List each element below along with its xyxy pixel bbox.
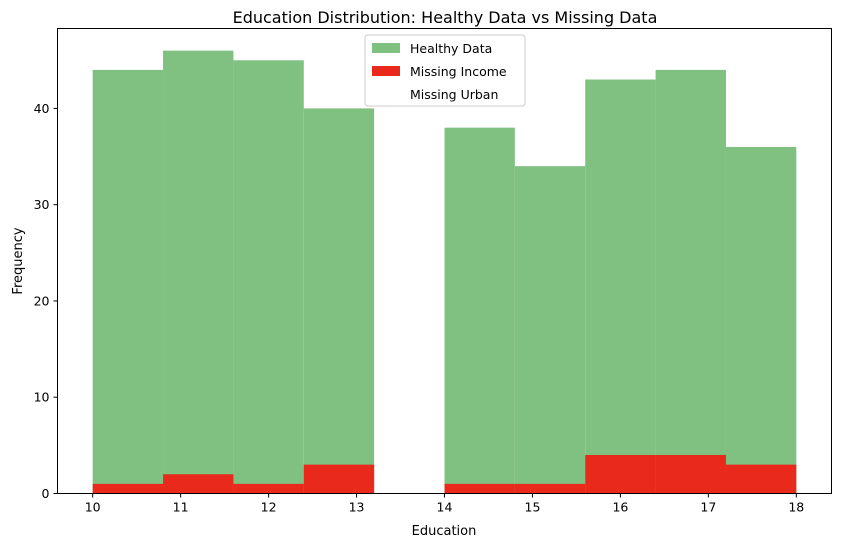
chart-title: Education Distribution: Healthy Data vs … (233, 8, 658, 27)
legend-swatch-missing-income (372, 66, 400, 76)
y-tick-label: 10 (34, 390, 50, 405)
bar-series0-bin0 (92, 69, 164, 494)
bars-layer (92, 50, 797, 494)
bar-series0-bin6 (514, 166, 586, 494)
x-tick-label: 14 (437, 500, 453, 515)
bar-series0-bin3 (303, 108, 375, 494)
bar-series1-bin0 (92, 483, 164, 494)
bar-series0-bin8 (655, 69, 726, 494)
bar-series0-bin7 (585, 79, 656, 494)
x-tick-label: 18 (788, 500, 804, 515)
x-tick-label: 10 (85, 500, 101, 515)
x-tick-label: 15 (525, 500, 541, 515)
bar-series1-bin9 (725, 464, 797, 494)
bar-series1-bin5 (444, 483, 515, 494)
y-tick-label: 20 (34, 293, 50, 308)
x-axis-label: Education (412, 524, 477, 539)
bar-series1-bin6 (514, 483, 586, 494)
bar-series0-bin9 (725, 146, 797, 494)
legend-box (364, 34, 526, 107)
bar-series0-bin5 (444, 127, 515, 494)
x-tick-label: 16 (612, 500, 628, 515)
bar-series0-bin2 (233, 60, 304, 494)
y-tick-label: 40 (34, 101, 50, 116)
legend-label-missing-income: Missing Income (410, 64, 507, 79)
bar-series1-bin1 (163, 474, 234, 494)
legend-swatch-missing-urban (372, 89, 400, 99)
y-axis-ticks: 0 10 20 30 40 (34, 101, 58, 501)
x-tick-label: 11 (173, 500, 189, 515)
bar-series1-bin3 (303, 464, 375, 494)
y-axis-label: Frequency (11, 227, 26, 294)
legend: Healthy Data Missing Income Missing Urba… (364, 34, 526, 107)
bar-series1-bin7 (585, 454, 656, 494)
bar-series1-bin8 (655, 454, 726, 494)
legend-swatch-healthy (372, 43, 400, 53)
x-tick-label: 17 (700, 500, 716, 515)
bar-series1-bin2 (233, 483, 304, 494)
bar-series0-bin1 (163, 50, 234, 494)
x-axis-ticks: 10 11 12 13 14 15 16 17 18 (85, 493, 804, 515)
legend-label-missing-urban: Missing Urban (410, 87, 498, 102)
legend-label-healthy: Healthy Data (410, 41, 492, 56)
y-tick-label: 30 (34, 197, 50, 212)
x-tick-label: 12 (261, 500, 277, 515)
x-tick-label: 13 (349, 500, 365, 515)
y-tick-label: 0 (42, 486, 50, 501)
